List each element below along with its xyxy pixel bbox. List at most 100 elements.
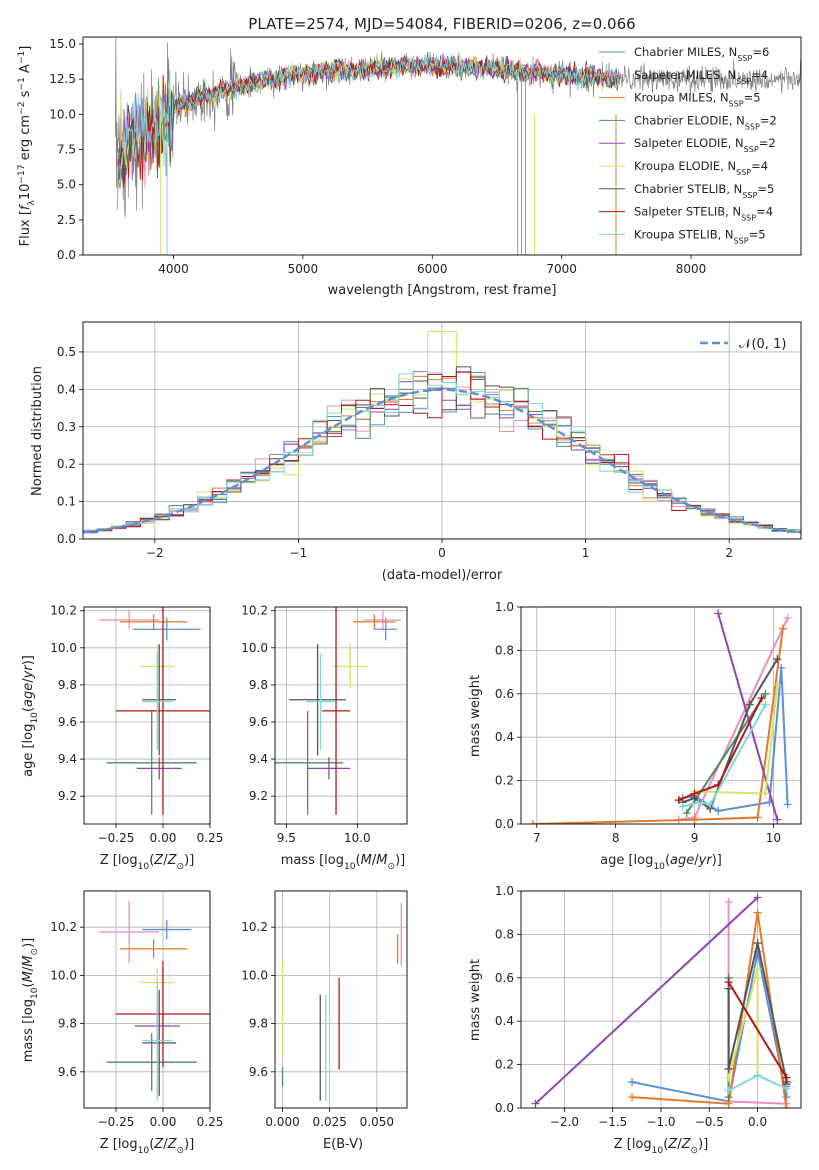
weight-marker: [773, 655, 782, 664]
x-tick-label: 0.000: [265, 1115, 299, 1129]
residual-x-label: (data-model)/error: [382, 568, 503, 583]
weight-marker: [778, 624, 787, 633]
x-tick-label: 9.5: [277, 831, 296, 845]
weight-marker: [724, 978, 733, 987]
y-tick-label: 10.0: [241, 641, 268, 655]
x-tick-label: 8: [612, 831, 620, 845]
axes-frame: [82, 321, 802, 540]
spectrum-y-label: Flux [fλ10−17 erg cm−2 s−1 A−1]: [17, 46, 37, 247]
y-tick-label: 9.2: [58, 789, 77, 803]
legend-label: Chabrier STELIB, NSSP=5: [634, 182, 774, 200]
x-tick-label: −0.5: [695, 1115, 724, 1129]
x-tick-label: −2: [146, 546, 164, 560]
x-tick-label: 10.0: [344, 831, 371, 845]
ticks: −0.25 0.00 0.25 9.2 9.4 9.6 9.8 10.0 10.2: [50, 604, 223, 845]
ticks: 4000 5000 6000 7000 8000 0.0 2.5 5.0 7.5 10.0 12.5…: [49, 37, 706, 276]
y-tick-label: 10.0: [241, 968, 268, 982]
y-tick-label: 1.0: [495, 600, 514, 614]
mass-ebv-x-label: E(B-V): [323, 1137, 363, 1152]
weight-z-x-label: Z [log10(Z/Z⊙)]: [614, 1137, 709, 1156]
weight-line: [678, 697, 763, 802]
weight-marker: [690, 815, 699, 824]
x-tick-label: 0: [438, 546, 446, 560]
y-tick-label: 0.3: [57, 420, 76, 434]
axes-frame: [520, 606, 802, 825]
x-tick-label: 0.25: [197, 1115, 224, 1129]
spectrum-title: PLATE=2574, MJD=54084, FIBERID=0206, z=0…: [248, 15, 635, 33]
axes-mass_vs_Z: −0.25 0.00 0.25 9.6 9.8 10.0 10.2: [50, 890, 223, 1129]
weight-marker: [724, 1064, 733, 1073]
plot-area: [114, 37, 801, 255]
y-tick-label: 0.2: [495, 1058, 514, 1072]
spectrum-legend: Chabrier MILES, NSSP=6 Salpeter MILES, NS…: [599, 45, 777, 245]
y-tick-label: 9.8: [58, 678, 77, 692]
x-tick-label: 1: [582, 546, 590, 560]
y-tick-label: 2.5: [57, 213, 76, 227]
y-tick-label: 0.1: [57, 495, 76, 509]
weight-line: [532, 628, 784, 824]
legend-label: Chabrier ELODIE, NSSP=2: [634, 113, 777, 130]
weight-marker: [706, 800, 715, 809]
y-tick-label: 9.6: [58, 715, 77, 729]
y-tick-label: 0.6: [495, 687, 514, 701]
weight-marker: [753, 813, 762, 822]
y-tick-label: 9.6: [58, 1065, 77, 1079]
age-z-y-label: age [log10(age/yr)]: [21, 655, 40, 777]
plot-area: [528, 609, 792, 824]
y-tick-label: 0.8: [495, 927, 514, 941]
weight-marker: [753, 1071, 762, 1080]
y-tick-label: 15.0: [49, 37, 76, 51]
axes-frame: [274, 606, 408, 825]
y-tick-label: 0.4: [495, 1014, 514, 1028]
x-tick-label: 7: [533, 831, 541, 845]
ticks: 9.5 10.0 9.2 9.4 9.6 9.8 10.0 10.2: [241, 604, 370, 845]
axes-residuals: −2 −1 0 1 2 0.0 0.1 0.2 0.3 0.4 0.5: [57, 321, 802, 560]
age-z-x-label: Z [log10(Z/Z⊙)]: [100, 853, 195, 872]
axes-age_vs_Z: −0.25 0.00 0.25 9.2 9.4 9.6 9.8 10.0 10.2: [50, 604, 223, 845]
spectrum-model-line: [119, 52, 620, 188]
y-tick-label: 9.4: [249, 752, 268, 766]
x-tick-label: 0.050: [360, 1115, 394, 1129]
axes-frame: [83, 890, 211, 1109]
y-tick-label: 10.2: [50, 604, 77, 618]
plot-area: [99, 607, 210, 815]
weight-marker: [694, 798, 703, 807]
y-tick-label: 9.8: [249, 678, 268, 692]
weight-marker: [761, 789, 770, 798]
plot-area: [83, 330, 801, 535]
age-mass-x-label: mass [log10(M/M⊙)]: [281, 853, 405, 872]
weight-marker: [757, 694, 766, 703]
axes-frame: [82, 36, 802, 256]
y-tick-label: 0.5: [57, 345, 76, 359]
y-tick-label: 0.0: [495, 1101, 514, 1115]
x-tick-label: 2: [725, 546, 733, 560]
weight-marker: [782, 1084, 791, 1093]
legend-label: Kroupa ELODIE, NSSP=4: [634, 159, 768, 177]
weight-marker: [783, 800, 792, 809]
weight-marker: [782, 1104, 791, 1108]
axes-frame: [83, 606, 211, 825]
x-tick-label: 6000: [417, 262, 448, 276]
axes-age_vs_mass: 9.5 10.0 9.2 9.4 9.6 9.8 10.0 10.2: [241, 604, 408, 845]
axes-mass_vs_EBV: 0.000 0.025 0.050 9.6 9.8 10.0 10.2: [241, 890, 408, 1129]
spectrum-data-line: [114, 37, 801, 217]
weight-marker: [753, 908, 762, 917]
legend-label: Chabrier MILES, NSSP=6: [634, 45, 769, 63]
y-tick-label: 5.0: [57, 178, 76, 192]
histogram-series: [83, 330, 801, 534]
y-tick-label: 0.0: [495, 817, 514, 831]
weight-age-x-label: age [log10(age/yr)]: [600, 853, 722, 872]
ticks: −0.25 0.00 0.25 9.6 9.8 10.0 10.2: [50, 920, 223, 1129]
y-tick-label: 0.0: [57, 532, 76, 546]
weight-marker: [753, 939, 762, 948]
weight-marker: [682, 809, 691, 818]
x-tick-label: −0.25: [98, 1115, 135, 1129]
y-tick-label: 9.2: [249, 789, 268, 803]
spectrum-model-line: [117, 56, 617, 210]
y-tick-label: 0.6: [495, 971, 514, 985]
weight-marker: [678, 802, 687, 811]
spectrum-model-line: [118, 55, 617, 174]
normal-curve: [83, 388, 801, 534]
weight-marker: [745, 700, 754, 709]
y-tick-label: 7.5: [57, 143, 76, 157]
